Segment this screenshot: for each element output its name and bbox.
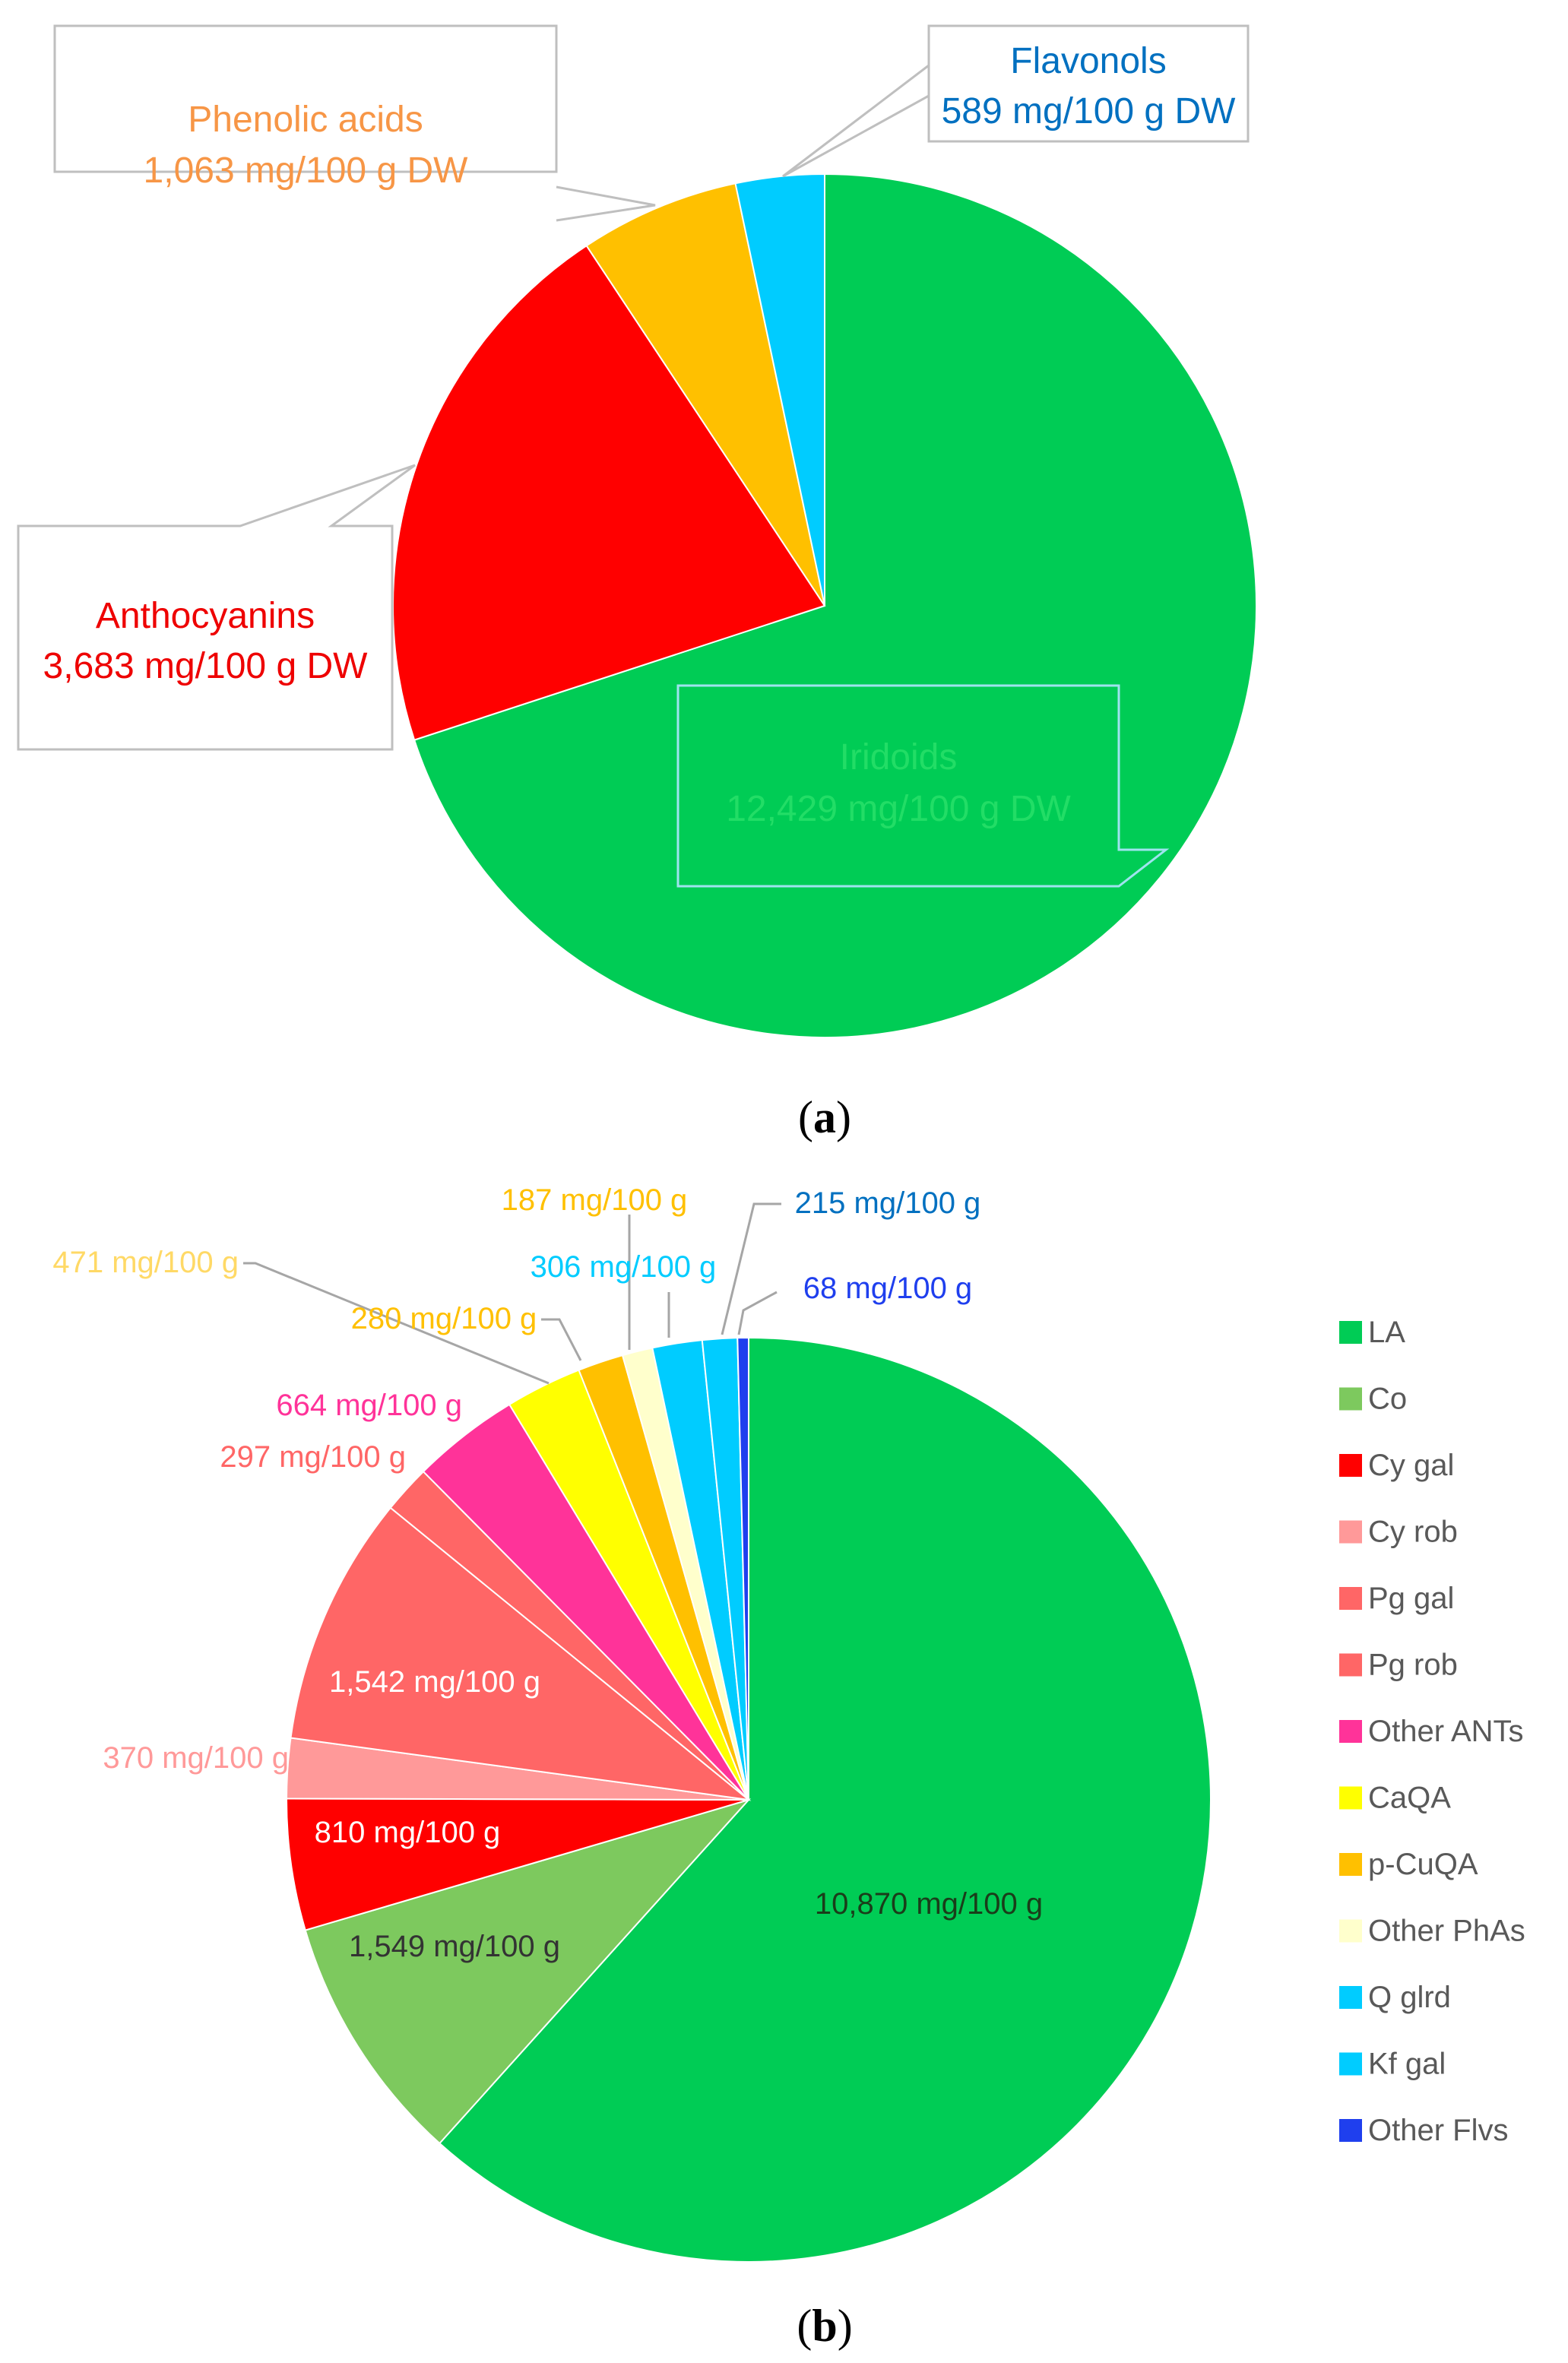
legend-label-other-phas: Other PhAs <box>1368 1915 1525 1948</box>
legend-label-q-glrd: Q glrd <box>1368 1981 1451 2014</box>
leader-line-p-cuqa <box>541 1318 582 1361</box>
data-label-other-ants: 664 mg/100 g <box>276 1389 462 1422</box>
data-label-p-cuqa: 280 mg/100 g <box>351 1302 537 1335</box>
legend-item-other-phas: Other PhAs <box>1339 1915 1525 1948</box>
legend-label-pg-rob: Pg rob <box>1368 1649 1458 1682</box>
callout-box-flavonols <box>927 24 1250 143</box>
callout-anthocyanins: Anthocyanins 3,683 mg/100 g DW <box>17 464 416 751</box>
legend-label-la: LA <box>1368 1316 1405 1349</box>
legend-label-pg-gal: Pg gal <box>1368 1582 1454 1615</box>
slice-name-iridoids: Iridoids <box>840 737 958 778</box>
legend-swatch-p-cuqa <box>1339 1853 1362 1876</box>
legend-item-cy-gal: Cy gal <box>1339 1449 1454 1482</box>
callout-box-iridoids <box>676 684 1170 888</box>
legend-item-p-cuqa: p-CuQA <box>1339 1848 1478 1881</box>
slices-b <box>285 1336 1212 2263</box>
leader-line-kf-gal <box>721 1202 781 1335</box>
data-label-co: 1,549 mg/100 g <box>349 1930 560 1963</box>
slice-value-iridoids: 12,429 mg/100 g DW <box>726 789 1071 829</box>
legend-item-caqa: CaQA <box>1339 1782 1451 1815</box>
legend-swatch-pg-gal <box>1339 1587 1362 1610</box>
pie-slice-cy-gal <box>285 1798 749 1931</box>
legend-item-co: Co <box>1339 1383 1407 1416</box>
data-label-kf-gal: 215 mg/100 g <box>795 1186 981 1220</box>
slices-a <box>392 173 1257 1038</box>
slice-name-anthocyanins: Anthocyanins <box>96 596 315 636</box>
pie-slice-pg-gal <box>290 1506 752 1801</box>
pie-slice-iridoids <box>413 173 1257 1038</box>
callout-flavonols: Flavonols 589 mg/100 g DW <box>782 24 1250 178</box>
pie-chart-b: 10,870 mg/100 g 1,549 mg/100 g 810 mg/10… <box>52 1183 1525 2263</box>
pie-slice-flavonols <box>734 173 825 607</box>
leader-line-phenolic-acids <box>556 185 656 222</box>
data-label-caqa: 471 mg/100 g <box>52 1246 239 1279</box>
data-label-cy-gal: 810 mg/100 g <box>315 1816 501 1849</box>
legend-swatch-other-phas <box>1339 1919 1362 1943</box>
pie-chart-a: Phenolic acids 1,063 mg/100 g DW Flavono… <box>17 24 1257 1038</box>
leader-line-other-flvs <box>737 1291 778 1335</box>
legend-item-pg-gal: Pg gal <box>1339 1582 1454 1615</box>
slice-value-flavonols: 589 mg/100 g DW <box>942 91 1237 131</box>
data-label-pg-rob: 297 mg/100 g <box>220 1440 406 1474</box>
panel-caption-a: (a) <box>798 1092 851 1142</box>
legend-item-la: LA <box>1339 1316 1405 1349</box>
pie-slice-other-flvs <box>736 1336 749 1801</box>
callout-box-anthocyanins <box>17 464 416 751</box>
data-label-other-flvs: 68 mg/100 g <box>803 1272 972 1305</box>
callout-iridoids: Iridoids 12,429 mg/100 g DW <box>676 684 1170 888</box>
slice-name-flavonols: Flavonols <box>1010 41 1166 81</box>
legend-label-cy-gal: Cy gal <box>1368 1449 1454 1482</box>
legend-item-pg-rob: Pg rob <box>1339 1649 1458 1682</box>
data-label-q-glrd: 306 mg/100 g <box>531 1250 717 1284</box>
legend-label-p-cuqa: p-CuQA <box>1368 1848 1478 1881</box>
legend-label-kf-gal: Kf gal <box>1368 2048 1446 2081</box>
slice-value-phenolic-acids: 1,063 mg/100 g DW <box>144 150 469 191</box>
slice-name-phenolic-acids: Phenolic acids <box>188 100 423 140</box>
legend-swatch-la <box>1339 1321 1362 1344</box>
data-label-cy-rob: 370 mg/100 g <box>103 1741 289 1775</box>
legend-swatch-caqa <box>1339 1786 1362 1810</box>
pie-slice-la <box>438 1336 1212 2263</box>
panel-caption-b: (b) <box>797 2301 852 2351</box>
legend-b: LA Co Cy gal Cy rob Pg gal Pg rob Other ANTs Ca… <box>1339 1316 1525 2147</box>
legend-item-cy-rob: Cy rob <box>1339 1516 1458 1549</box>
legend-item-other-ants: Other ANTs <box>1339 1715 1524 1748</box>
leader-line-caqa <box>243 1262 550 1385</box>
data-label-la: 10,870 mg/100 g <box>815 1887 1043 1921</box>
legend-swatch-co <box>1339 1387 1362 1411</box>
legend-swatch-cy-gal <box>1339 1454 1362 1477</box>
legend-swatch-pg-rob <box>1339 1653 1362 1677</box>
legend-label-other-ants: Other ANTs <box>1368 1715 1524 1748</box>
pie-slice-anthocyanins <box>392 244 826 741</box>
legend-label-cy-rob: Cy rob <box>1368 1516 1458 1549</box>
panel-label-a: a <box>813 1092 836 1142</box>
legend-swatch-other-flvs <box>1339 2119 1362 2142</box>
leader-lines-b <box>243 1202 781 1385</box>
legend-label-other-flvs: Other Flvs <box>1368 2114 1508 2147</box>
panel-label-b: b <box>812 2301 837 2351</box>
legend-swatch-kf-gal <box>1339 2052 1362 2076</box>
data-labels-b: 10,870 mg/100 g 1,549 mg/100 g 810 mg/10… <box>52 1183 1043 1963</box>
callout-phenolic-acids: Phenolic acids 1,063 mg/100 g DW <box>53 24 656 222</box>
legend-swatch-cy-rob <box>1339 1520 1362 1544</box>
legend-label-caqa: CaQA <box>1368 1782 1451 1815</box>
legend-item-other-flvs: Other Flvs <box>1339 2114 1508 2147</box>
legend-item-kf-gal: Kf gal <box>1339 2048 1446 2081</box>
callout-box-phenolic-acids <box>53 24 558 173</box>
pie-slice-co <box>304 1798 752 2145</box>
legend-swatch-q-glrd <box>1339 1986 1362 2009</box>
data-label-pg-gal: 1,542 mg/100 g <box>329 1665 540 1699</box>
data-label-other-phas: 187 mg/100 g <box>502 1183 688 1217</box>
legend-label-co: Co <box>1368 1383 1407 1416</box>
legend-item-q-glrd: Q glrd <box>1339 1981 1451 2014</box>
pie-slice-phenolic-acids <box>585 182 825 607</box>
leader-line-flavonols <box>782 64 930 178</box>
slice-value-anthocyanins: 3,683 mg/100 g DW <box>43 646 369 686</box>
legend-swatch-other-ants <box>1339 1720 1362 1743</box>
